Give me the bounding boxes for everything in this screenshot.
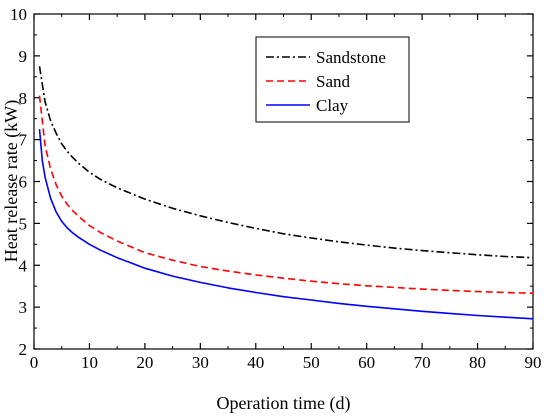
y-tick-label: 6	[19, 173, 28, 192]
x-tick-label: 10	[81, 353, 98, 372]
x-tick-label: 20	[136, 353, 153, 372]
axis-tick-labels: 0 10 20 30 40 50 60 70 80 90 2 3 4 5 6 7 8 9 10	[10, 5, 542, 372]
y-tick-label: 8	[19, 89, 28, 108]
legend: Sandstone Sand Clay	[255, 36, 410, 123]
x-tick-label: 0	[30, 353, 39, 372]
series-line-sand	[38, 95, 534, 295]
y-tick-label: 4	[19, 256, 28, 275]
x-tick-label: 70	[414, 353, 431, 372]
legend-label-clay: Clay	[316, 96, 349, 115]
legend-box	[255, 36, 410, 123]
axis-ticks	[33, 13, 534, 350]
y-tick-label: 3	[19, 298, 28, 317]
series-line-sandstone	[38, 66, 534, 259]
x-axis-title: Operation time (d)	[217, 393, 351, 414]
x-tick-label: 40	[247, 353, 264, 372]
y-tick-label: 9	[19, 47, 28, 66]
y-tick-label: 7	[19, 131, 28, 150]
x-tick-label: 90	[525, 353, 542, 372]
y-tick-label: 10	[10, 5, 27, 24]
y-tick-label: 5	[19, 214, 28, 233]
legend-label-sandstone: Sandstone	[316, 48, 386, 67]
y-axis-title: Heat release rate (kW)	[1, 100, 22, 262]
x-tick-label: 50	[303, 353, 320, 372]
x-tick-label: 80	[469, 353, 486, 372]
series-layer	[38, 66, 534, 320]
x-tick-label: 60	[358, 353, 375, 372]
x-tick-label: 30	[192, 353, 209, 372]
legend-label-sand: Sand	[316, 72, 351, 91]
series-line-clay	[38, 129, 534, 320]
y-tick-label: 2	[19, 340, 28, 359]
